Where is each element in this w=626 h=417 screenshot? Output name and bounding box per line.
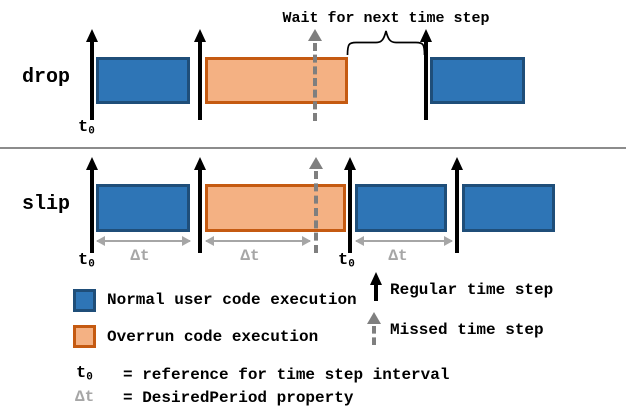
dt-interval-arrow [96,236,191,246]
missed-time-step-arrow [309,157,323,253]
dt-interval-label: Δt [240,247,260,265]
normal-execution-block [462,184,555,232]
definition-t0-text: = reference for time step interval [123,366,450,384]
drop-row-label: drop [22,66,71,89]
wait-brace [346,30,426,56]
row-divider [0,147,626,149]
regular-time-step-arrow [194,157,206,253]
regular-time-step-arrow [86,157,98,253]
definition-dt-text: = DesiredPeriod property [123,389,354,407]
dt-interval-arrow [205,236,311,246]
normal-execution-block [355,184,447,232]
normal-execution-block [430,57,525,104]
regular-time-step-arrow [86,29,98,120]
legend-overrun-swatch [73,325,96,348]
slip-row-label: slip [22,193,71,216]
t0-label: t0 [78,118,95,138]
legend-regular-arrow [370,272,382,301]
dt-interval-label: Δt [130,247,150,265]
normal-execution-block [96,184,190,232]
dt-interval-label: Δt [388,247,408,265]
t0-label: t0 [78,251,95,271]
wait-annotation: Wait for next time step [282,10,490,27]
definition-dt-term: Δt [75,388,95,406]
missed-time-step-arrow [308,29,322,121]
dt-interval-arrow [355,236,453,246]
legend-missed-arrow [367,312,381,345]
legend-missed-label: Missed time step [390,321,544,339]
definition-t0-term: t0 [76,364,93,384]
legend-regular-label: Regular time step [390,281,554,299]
overrun-execution-block [205,57,348,104]
legend-overrun-label: Overrun code execution [107,328,319,346]
regular-time-step-arrow [451,157,463,253]
regular-time-step-arrow [194,29,206,120]
overrun-execution-block [205,184,346,232]
legend-normal-swatch [73,289,96,312]
regular-time-step-arrow [344,157,356,253]
t0-label: t0 [338,251,355,271]
normal-execution-block [96,57,190,104]
legend-normal-label: Normal user code execution [107,291,357,309]
regular-time-step-arrow [420,29,432,120]
